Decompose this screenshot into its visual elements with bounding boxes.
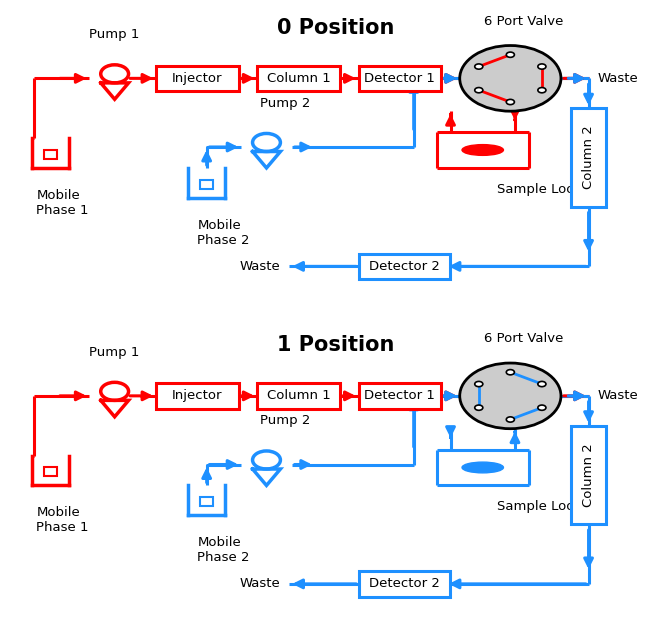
Circle shape — [475, 405, 483, 410]
Bar — [156, 383, 239, 408]
Text: Sample Loop: Sample Loop — [497, 183, 582, 196]
Ellipse shape — [462, 462, 503, 473]
Bar — [200, 180, 213, 189]
Text: Pump 2: Pump 2 — [260, 97, 310, 110]
Circle shape — [538, 405, 546, 410]
Text: Sample Loop: Sample Loop — [497, 500, 582, 513]
Bar — [44, 150, 56, 159]
Circle shape — [507, 417, 515, 422]
Circle shape — [538, 64, 546, 69]
Text: Waste: Waste — [598, 389, 639, 403]
Circle shape — [538, 88, 546, 93]
Text: Column 1: Column 1 — [267, 72, 331, 85]
Text: Mobile
Phase 1: Mobile Phase 1 — [36, 506, 89, 534]
Bar — [44, 467, 56, 476]
Text: Mobile
Phase 2: Mobile Phase 2 — [197, 218, 250, 246]
Bar — [257, 383, 340, 408]
Text: 1 Position: 1 Position — [277, 335, 394, 355]
Text: Waste: Waste — [240, 260, 280, 273]
Circle shape — [538, 382, 546, 387]
Circle shape — [460, 363, 561, 429]
Bar — [571, 425, 606, 525]
Text: Mobile
Phase 2: Mobile Phase 2 — [197, 536, 250, 564]
Bar — [200, 497, 213, 506]
Bar — [359, 572, 450, 596]
Text: Waste: Waste — [598, 72, 639, 85]
Circle shape — [507, 99, 515, 105]
Text: Pump 1: Pump 1 — [89, 28, 140, 41]
Text: 6 Port Valve: 6 Port Valve — [484, 332, 564, 345]
Circle shape — [475, 88, 483, 93]
Ellipse shape — [462, 145, 503, 156]
Text: 6 Port Valve: 6 Port Valve — [484, 15, 564, 27]
Circle shape — [460, 46, 561, 111]
Bar — [257, 65, 340, 91]
Text: Injector: Injector — [172, 72, 223, 85]
Text: Detector 2: Detector 2 — [369, 577, 440, 591]
Text: Detector 1: Detector 1 — [364, 72, 435, 85]
Bar — [358, 65, 442, 91]
Text: Injector: Injector — [172, 389, 223, 403]
Text: Column 2: Column 2 — [582, 126, 595, 189]
Text: Column 1: Column 1 — [267, 389, 331, 403]
Circle shape — [507, 52, 515, 57]
Text: Mobile
Phase 1: Mobile Phase 1 — [36, 189, 89, 217]
Text: Pump 2: Pump 2 — [260, 414, 310, 427]
Circle shape — [475, 64, 483, 69]
Text: 0 Position: 0 Position — [277, 18, 394, 37]
Text: Detector 1: Detector 1 — [364, 389, 435, 403]
Circle shape — [475, 382, 483, 387]
Text: Waste: Waste — [240, 577, 280, 591]
Bar — [156, 65, 239, 91]
Circle shape — [507, 370, 515, 375]
Text: Pump 1: Pump 1 — [89, 345, 140, 359]
Text: Detector 2: Detector 2 — [369, 260, 440, 273]
Bar — [359, 254, 450, 279]
Bar — [358, 383, 442, 408]
Text: Column 2: Column 2 — [582, 443, 595, 507]
Bar — [571, 108, 606, 207]
